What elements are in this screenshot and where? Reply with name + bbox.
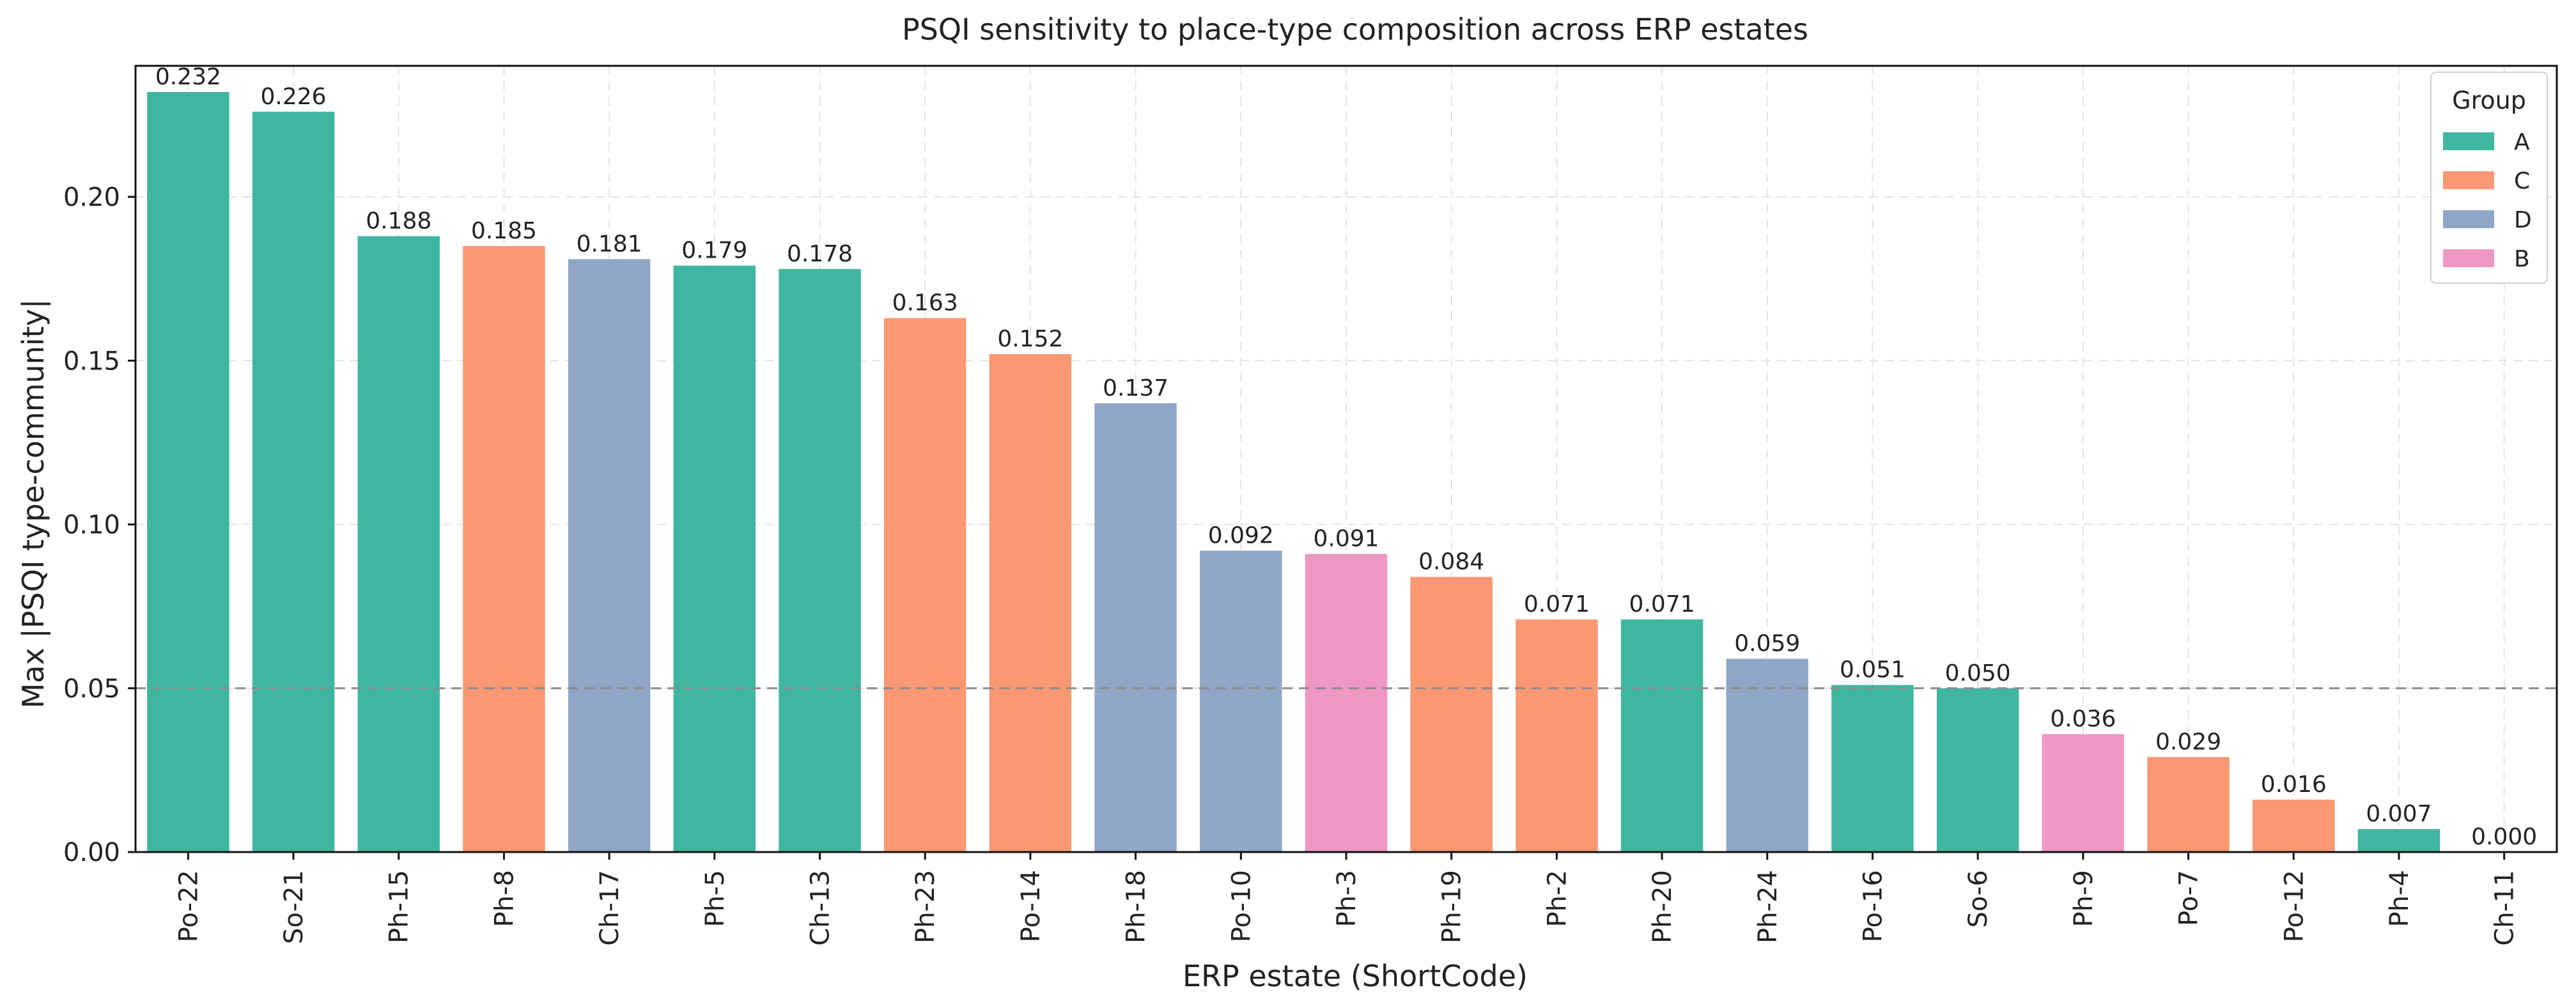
- x-tick-label-Po-12: Po-12: [2279, 870, 2309, 942]
- data-label-Ph-2: 0.071: [1524, 591, 1590, 617]
- data-label-Ph-19: 0.084: [1418, 549, 1484, 575]
- bar-Po-10: [1200, 550, 1282, 852]
- x-tick-label-So-21: So-21: [279, 870, 309, 944]
- data-label-Ph-24: 0.059: [1734, 631, 1800, 657]
- data-label-Ph-3: 0.091: [1313, 526, 1379, 552]
- data-label-Ph-8: 0.185: [471, 218, 537, 244]
- bar-Ph-15: [357, 236, 440, 852]
- data-labels: 0.232 0.226 0.188 0.185 0.181 0.179 0.178 0.163…: [155, 64, 2537, 850]
- x-axis-label: ERP estate (ShortCode): [1183, 959, 1528, 993]
- bar-Ph-20: [1620, 619, 1703, 852]
- bar-Ch-17: [568, 259, 651, 852]
- y-tick-label: 0.20: [63, 183, 120, 212]
- y-axis-label: Max |PSQI type-community|: [16, 299, 51, 709]
- x-tick-label-So-6: So-6: [1964, 870, 1993, 928]
- legend-swatch-D: [2443, 210, 2494, 228]
- bar-Ch-13: [779, 268, 861, 852]
- x-tick-label-Ch-17: Ch-17: [595, 870, 625, 946]
- bar-Ph-18: [1094, 403, 1177, 852]
- x-tick-label-Ph-24: Ph-24: [1753, 870, 1783, 943]
- y-tick-label: 0.15: [63, 346, 120, 376]
- legend-label-A: A: [2514, 129, 2530, 155]
- bars: [147, 92, 2440, 852]
- y-tick-label: 0.00: [63, 838, 120, 867]
- bar-Ph-23: [883, 318, 966, 852]
- bar-So-21: [252, 111, 335, 852]
- legend-label-C: C: [2514, 168, 2530, 194]
- chart-title: PSQI sensitivity to place-type compositi…: [902, 12, 1808, 47]
- bar-Ph-4: [2357, 829, 2440, 852]
- data-label-Ph-23: 0.163: [892, 290, 958, 316]
- bar-Ph-2: [1516, 619, 1598, 852]
- legend-swatch-C: [2443, 171, 2494, 189]
- data-label-Po-14: 0.152: [997, 326, 1063, 352]
- data-label-Ch-17: 0.181: [577, 231, 642, 257]
- bar-Ph-8: [463, 245, 545, 852]
- bar-Po-14: [989, 354, 1072, 852]
- x-tick-label-Ph-15: Ph-15: [385, 870, 414, 943]
- x-tick-label-Ph-20: Ph-20: [1648, 870, 1677, 943]
- x-tick-label-Po-22: Po-22: [174, 870, 203, 942]
- data-label-So-21: 0.226: [261, 84, 327, 110]
- data-label-Po-7: 0.029: [2155, 729, 2221, 755]
- data-label-Po-16: 0.051: [1840, 657, 1905, 683]
- x-tick-label-Ph-18: Ph-18: [1122, 870, 1151, 943]
- x-tick-label-Po-14: Po-14: [1016, 870, 1046, 942]
- data-label-Ch-13: 0.178: [787, 241, 853, 267]
- bar-Ph-24: [1726, 658, 1809, 852]
- x-tick-label-Ph-5: Ph-5: [701, 870, 730, 927]
- x-tick-label-Ch-13: Ch-13: [806, 870, 835, 946]
- x-tick-label-Po-10: Po-10: [1227, 870, 1256, 942]
- bar-So-6: [1936, 688, 2019, 852]
- data-label-Ch-11: 0.000: [2471, 824, 2537, 850]
- bar-Po-7: [2147, 757, 2230, 852]
- data-label-Ph-20: 0.071: [1629, 591, 1695, 617]
- data-label-Po-10: 0.092: [1208, 523, 1274, 549]
- legend-title: Group: [2452, 86, 2526, 114]
- x-tick-label-Ph-3: Ph-3: [1332, 870, 1362, 927]
- x-tick-label-Ch-11: Ch-11: [2490, 870, 2520, 946]
- data-label-Ph-9: 0.036: [2050, 706, 2116, 733]
- x-tick-label-Ph-8: Ph-8: [490, 870, 519, 927]
- legend-swatch-A: [2443, 132, 2494, 150]
- y-tick-label: 0.10: [63, 511, 120, 540]
- x-tick-label-Ph-19: Ph-19: [1438, 870, 1467, 943]
- bar-Po-12: [2253, 800, 2335, 852]
- data-label-Ph-5: 0.179: [681, 238, 747, 264]
- legend-label-B: B: [2514, 246, 2530, 272]
- data-label-Po-22: 0.232: [155, 64, 221, 90]
- data-label-So-6: 0.050: [1945, 660, 2011, 686]
- data-label-Ph-15: 0.188: [366, 208, 431, 235]
- bar-Ph-19: [1410, 577, 1493, 852]
- bar-Ph-5: [673, 265, 756, 852]
- x-tick-label-Ph-9: Ph-9: [2069, 870, 2099, 927]
- legend-swatch-B: [2443, 249, 2494, 267]
- x-axis-ticks: Po-22 So-21 Ph-15 Ph-8 Ch-17 Ph-5 Ch-13 Ph-23 Po…: [174, 852, 2520, 946]
- bar-Ph-3: [1305, 554, 1388, 852]
- y-axis-ticks: 0.00 0.05 0.10 0.15 0.20: [63, 183, 136, 867]
- data-label-Po-12: 0.016: [2261, 772, 2327, 798]
- x-tick-label-Ph-4: Ph-4: [2385, 870, 2414, 927]
- bar-Po-22: [147, 92, 229, 852]
- legend-label-D: D: [2514, 207, 2532, 233]
- bar-Po-16: [1831, 685, 1914, 852]
- data-label-Ph-4: 0.007: [2366, 801, 2432, 827]
- bar-Ph-9: [2042, 734, 2125, 852]
- x-tick-label-Ph-23: Ph-23: [911, 870, 940, 943]
- x-tick-label-Po-16: Po-16: [1858, 870, 1888, 942]
- x-tick-label-Ph-2: Ph-2: [1542, 870, 1572, 927]
- data-label-Ph-18: 0.137: [1103, 375, 1168, 401]
- x-tick-label-Po-7: Po-7: [2175, 870, 2204, 926]
- y-tick-label: 0.05: [63, 674, 120, 704]
